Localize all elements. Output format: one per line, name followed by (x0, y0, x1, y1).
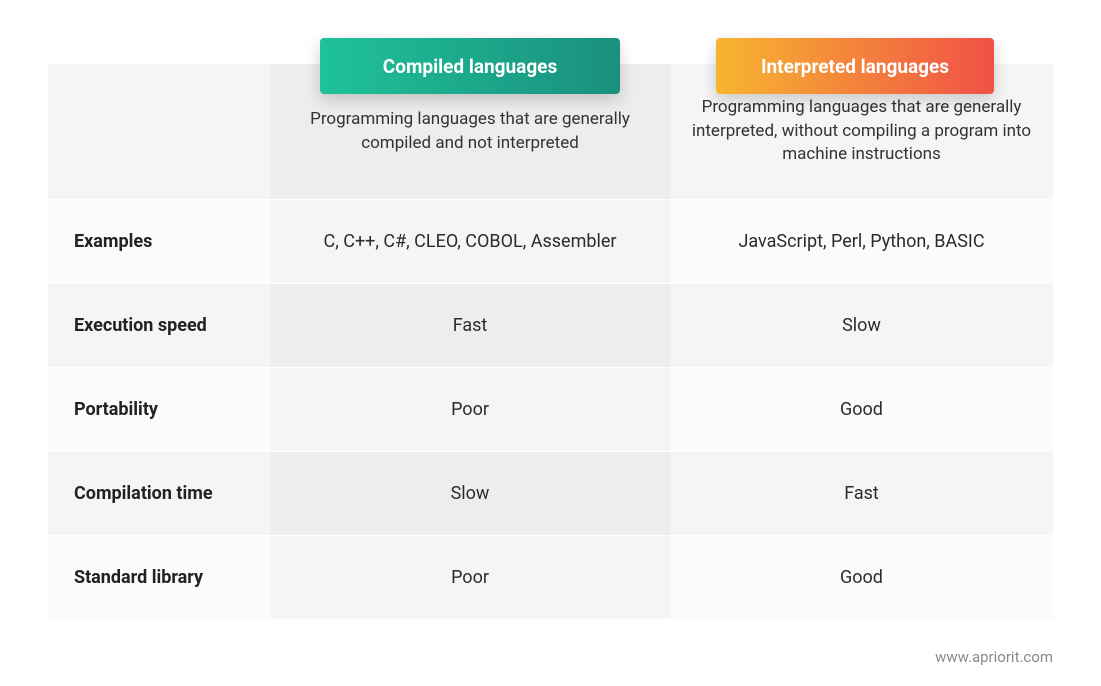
row-compiled-value: Fast (270, 284, 670, 367)
desc-label-empty (48, 64, 270, 199)
row-label: Standard library (48, 536, 270, 619)
table-row: Standard library Poor Good (48, 536, 1053, 620)
row-label: Execution speed (48, 284, 270, 367)
row-compiled-value: Slow (270, 452, 670, 535)
footer-attribution: www.apriorit.com (935, 648, 1053, 666)
table-row: Compilation time Slow Fast (48, 452, 1053, 536)
row-label: Portability (48, 368, 270, 451)
row-compiled-value: C, C++, C#, CLEO, COBOL, Assembler (270, 200, 670, 283)
row-interpreted-value: Fast (670, 452, 1053, 535)
row-interpreted-value: JavaScript, Perl, Python, BASIC (670, 200, 1053, 283)
table-row: Execution speed Fast Slow (48, 284, 1053, 368)
header-pill-interpreted: Interpreted languages (716, 38, 994, 94)
table-row: Portability Poor Good (48, 368, 1053, 452)
row-label: Examples (48, 200, 270, 283)
row-interpreted-value: Good (670, 368, 1053, 451)
row-label: Compilation time (48, 452, 270, 535)
row-compiled-value: Poor (270, 368, 670, 451)
row-interpreted-value: Good (670, 536, 1053, 619)
row-interpreted-value: Slow (670, 284, 1053, 367)
comparison-table: Programming languages that are generally… (48, 64, 1053, 620)
header-pill-compiled: Compiled languages (320, 38, 620, 94)
table-row: Examples C, C++, C#, CLEO, COBOL, Assemb… (48, 200, 1053, 284)
row-compiled-value: Poor (270, 536, 670, 619)
